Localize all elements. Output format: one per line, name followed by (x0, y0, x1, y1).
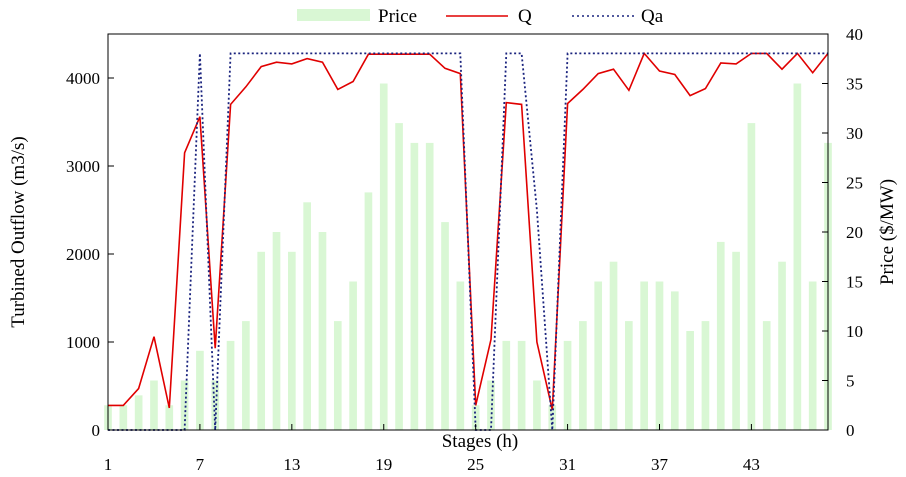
price-bar (655, 281, 664, 430)
price-bar (808, 281, 817, 430)
legend-price-label: Price (378, 6, 417, 27)
price-bar (395, 123, 403, 430)
y-right-tick-label: 10 (846, 322, 863, 341)
price-bar (303, 202, 311, 430)
y-right-tick-label: 0 (846, 421, 855, 440)
y-right-tick-label: 30 (846, 124, 863, 143)
price-bar (533, 380, 541, 430)
series-line-q (108, 51, 829, 410)
price-bar (563, 340, 572, 430)
price-bar (686, 331, 694, 430)
x-tick-label: 19 (375, 455, 392, 474)
price-bar (732, 251, 740, 430)
price-bar (762, 321, 771, 430)
price-bar (257, 251, 266, 430)
price-bar (211, 380, 220, 430)
y-left-tick-label: 0 (92, 421, 101, 440)
price-bar (379, 83, 388, 430)
y-right-tick-label: 25 (846, 174, 863, 193)
y-axis-right-title: Price ($/MW) (877, 179, 898, 285)
legend: Price Q Qa (297, 6, 664, 27)
series-line-qa (108, 52, 828, 431)
legend-price-swatch (297, 9, 370, 21)
x-tick-label: 37 (651, 455, 669, 474)
price-bars (104, 83, 832, 430)
price-bar (594, 281, 603, 430)
price-bar (333, 321, 342, 430)
price-bar (165, 405, 174, 430)
price-bar (517, 340, 526, 430)
price-bar (701, 321, 710, 430)
x-tick-label: 1 (104, 455, 113, 474)
price-bar (180, 380, 189, 430)
price-bar (288, 251, 296, 430)
y-right-tick-label: 35 (846, 75, 863, 94)
price-bar (441, 222, 449, 430)
price-bar (364, 192, 373, 430)
x-tick-label: 25 (467, 455, 484, 474)
price-bar (242, 321, 250, 430)
price-bar (456, 281, 465, 430)
price-bar (579, 321, 587, 430)
price-bar (410, 142, 419, 430)
x-tick-label: 7 (196, 455, 205, 474)
price-bar (625, 321, 633, 430)
price-bar (425, 142, 434, 430)
price-bar (640, 281, 648, 430)
price-bar (318, 232, 327, 430)
price-bar (609, 261, 618, 430)
legend-q-label: Q (518, 6, 532, 27)
y-left-tick-label: 1000 (66, 333, 100, 352)
price-bar (487, 380, 495, 430)
y-right-tick-label: 15 (846, 273, 863, 292)
price-bar (150, 380, 158, 430)
price-bar (778, 261, 786, 430)
price-bar (196, 350, 204, 430)
price-bar (272, 232, 281, 430)
y-left-tick-label: 2000 (66, 245, 100, 264)
price-bar (502, 340, 511, 430)
price-bar (716, 241, 725, 430)
y-right-tick-label: 20 (846, 223, 863, 242)
price-bar (226, 340, 235, 430)
series-lines (108, 51, 829, 431)
price-bar (747, 123, 756, 430)
y-axis-left-title: Turbined Outflow (m3/s) (8, 136, 29, 327)
price-bar (793, 83, 802, 430)
axis-ticks: 1 7 13 19 25 31 37 43 0 1000 2000 3000 4000 0 5 10 15 20 2… (66, 25, 863, 474)
price-bar (349, 281, 357, 430)
legend-qa-label: Qa (641, 6, 664, 27)
y-right-tick-label: 5 (846, 372, 855, 391)
x-tick-label: 31 (559, 455, 576, 474)
x-tick-label: 13 (283, 455, 300, 474)
price-bar (119, 405, 128, 430)
x-tick-label: 43 (743, 455, 760, 474)
y-right-tick-label: 40 (846, 25, 863, 44)
y-left-tick-label: 3000 (66, 157, 100, 176)
price-bar (670, 291, 679, 430)
y-left-tick-label: 4000 (66, 69, 100, 88)
price-bar (134, 395, 143, 430)
x-axis-title: Stages (h) (442, 431, 519, 452)
